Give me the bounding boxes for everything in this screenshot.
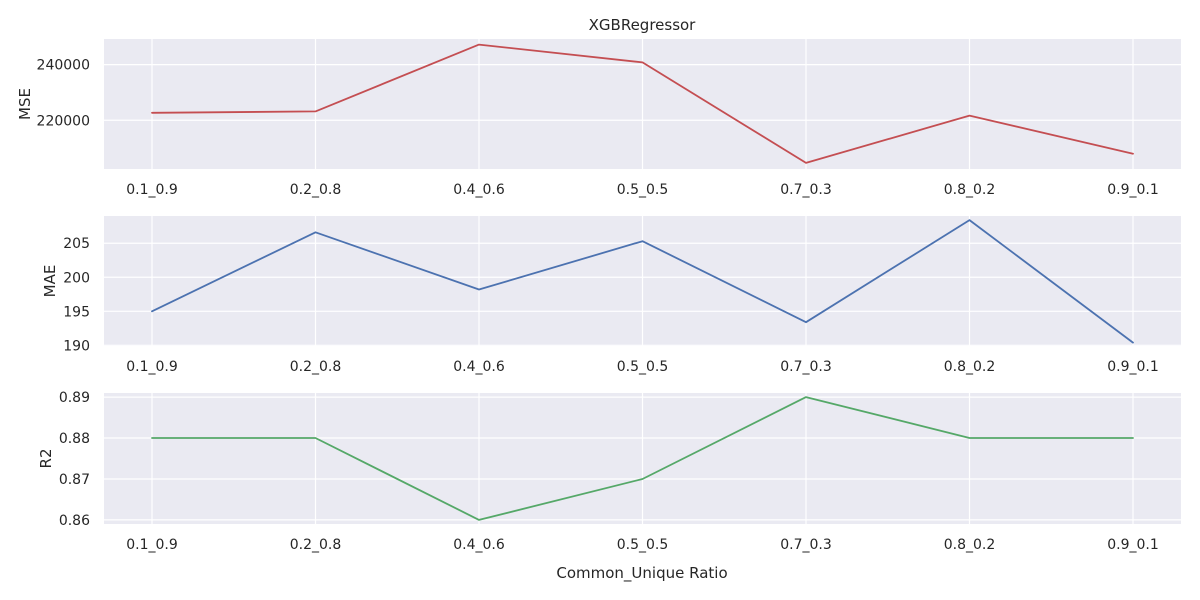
y-tick-label-r2: 0.86 [59,513,90,529]
x-tick-label-mse: 0.8_0.2 [944,182,996,198]
y-tick-label-mae: 200 [63,270,90,286]
x-axis-label: Common_Unique Ratio [556,564,727,583]
x-tick-label-r2: 0.2_0.8 [290,537,342,553]
x-tick-label-r2: 0.8_0.2 [944,537,996,553]
plots-group: 220000 240000 0.1_0.9 0.2_0.8 0.4_0.6 0.5_0.5… [16,39,1181,553]
x-tick-label-r2: 0.1_0.9 [126,537,178,553]
x-tick-label-r2: 0.7_0.3 [780,537,832,553]
chart-title: XGBRegressor [589,16,697,34]
series-line-mse [151,43,1134,164]
x-tick-label-mae: 0.1_0.9 [126,359,178,375]
x-tick-label-mse: 0.1_0.9 [126,182,178,198]
x-tick-label-mse: 0.7_0.3 [780,182,832,198]
x-tick-label-mae: 0.5_0.5 [617,359,669,375]
x-tick-label-mse: 0.9_0.1 [1107,182,1159,198]
y-tick-label-r2: 0.87 [59,472,90,488]
series-line-r2 [151,396,1134,521]
plot-panel-mse: 220000 240000 0.1_0.9 0.2_0.8 0.4_0.6 0.5_0.5… [16,39,1181,198]
plot-panel-mae: 190 195 200 205 0.1_0.9 0.2_0.8 0.4_0.6 0.5_0.5… [41,216,1181,375]
y-axis-label-mae: MAE [41,265,59,298]
y-tick-label-mae: 195 [63,304,90,320]
y-tick-label-mae: 205 [63,236,90,252]
y-tick-label-mae: 190 [63,338,90,354]
y-axis-label-mse: MSE [16,88,34,120]
x-tick-label-mae: 0.8_0.2 [944,359,996,375]
x-tick-label-mse: 0.4_0.6 [453,182,505,198]
x-tick-label-mse: 0.5_0.5 [617,182,669,198]
x-tick-label-mae: 0.2_0.8 [290,359,342,375]
x-tick-label-mse: 0.2_0.8 [290,182,342,198]
x-tick-label-r2: 0.4_0.6 [453,537,505,553]
x-tick-label-mae: 0.9_0.1 [1107,359,1159,375]
y-tick-label-mse: 220000 [37,113,90,129]
x-tick-label-r2: 0.5_0.5 [617,537,669,553]
y-tick-label-r2: 0.89 [59,390,90,406]
plot-panel-r2: 0.86 0.87 0.88 0.89 0.1_0.9 0.2_0.8 0.4_0.6 0.5… [37,390,1181,553]
x-tick-label-r2: 0.9_0.1 [1107,537,1159,553]
y-tick-label-r2: 0.88 [59,431,90,447]
x-tick-label-mae: 0.4_0.6 [453,359,505,375]
y-tick-label-mse: 240000 [37,58,90,74]
series-line-mae [151,219,1134,344]
x-tick-label-mae: 0.7_0.3 [780,359,832,375]
y-axis-label-r2: R2 [37,449,55,469]
